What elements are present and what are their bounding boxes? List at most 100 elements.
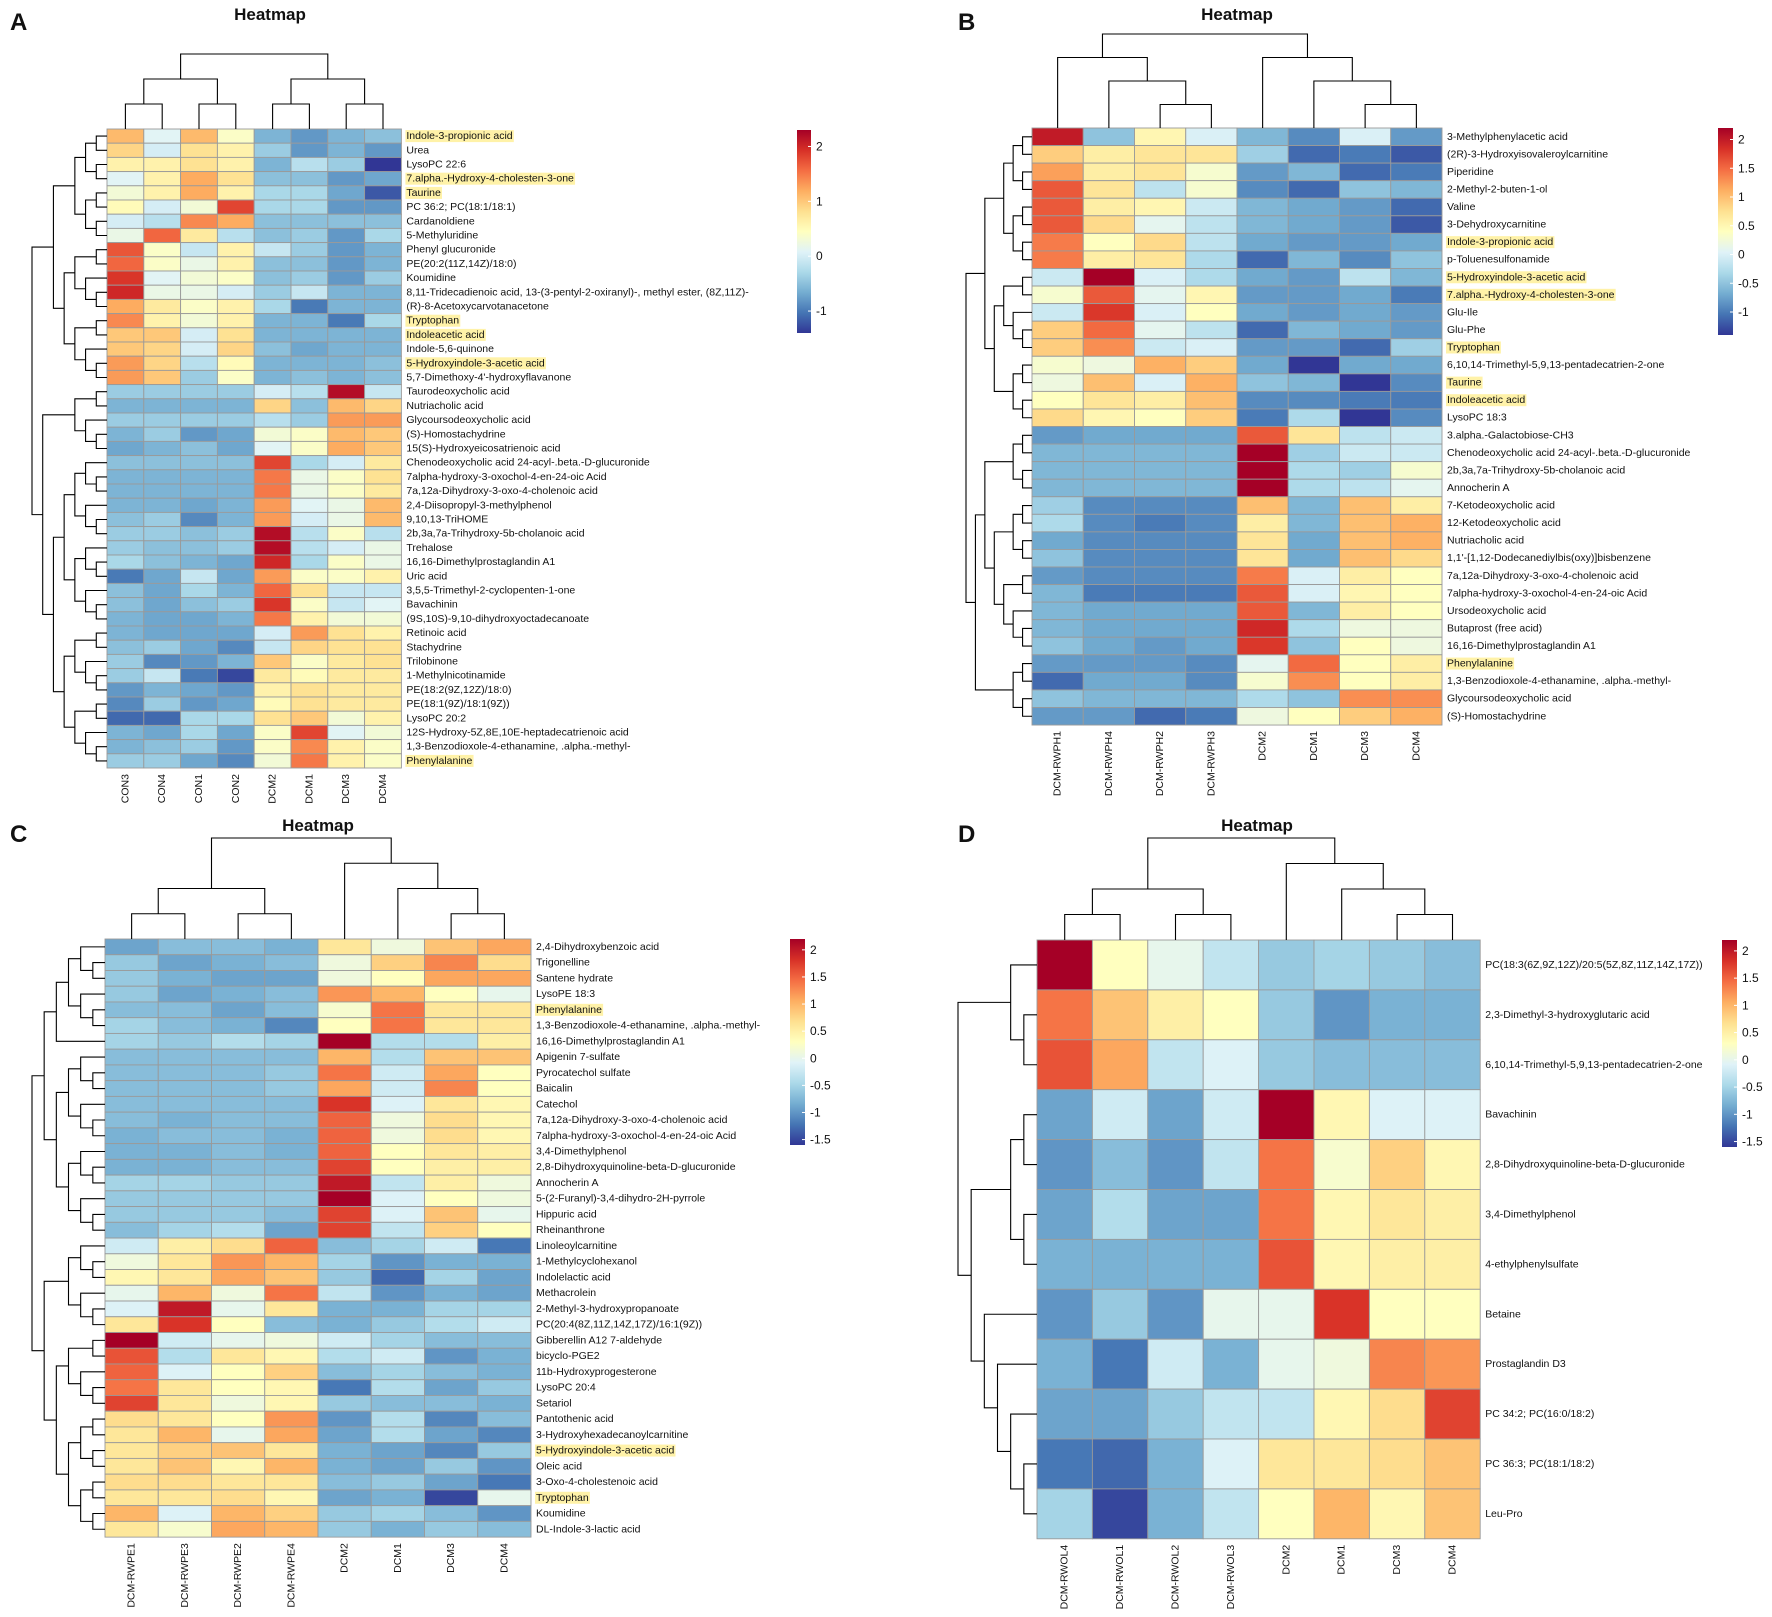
heatmap-cell [264,1347,319,1365]
heatmap-cell [1185,584,1238,603]
row-label: 5-Hydroxyindole-3-acetic acid [1447,271,1585,283]
heatmap-cell [1091,1189,1149,1240]
heatmap-cell [106,298,145,315]
heatmap-cell [1202,1488,1260,1540]
heatmap-cell [180,327,218,343]
heatmap-cell [1339,636,1392,656]
dendrogram-branch [74,156,86,215]
heatmap-cell [364,682,402,698]
heatmap-cell [424,1269,479,1286]
heatmap-cell [290,653,329,670]
heatmap-cell [211,1363,266,1381]
heatmap-cell [211,1332,266,1349]
heatmap-cell [290,355,329,371]
row-dendrogram [31,135,107,762]
heatmap-cell [327,384,366,400]
heatmap-cell [216,440,255,457]
heatmap-cell [104,1143,159,1160]
heatmap-cell [157,1111,212,1129]
heatmap-cell [106,213,145,229]
heatmap-cell [264,1017,319,1034]
heatmap-cell [264,1032,319,1050]
heatmap-cell [1424,1488,1481,1540]
heatmap-cell [253,142,292,158]
heatmap-cell [253,284,292,300]
dendrogram-branch [143,78,218,104]
colorbar-tick-label: 0 [1742,1053,1749,1067]
heatmap-cell [180,398,218,414]
heatmap-cell [477,1284,532,1302]
label-highlight [535,1491,590,1504]
row-label: (R)-8-Acetoxycarvotanacetone [406,301,549,313]
heatmap-cell [253,625,292,641]
column-label: DCM-RWOL1 [1114,1545,1126,1610]
dendrogram-branch [344,862,439,939]
heatmap-cell [364,355,402,371]
dendrogram-branch [92,1512,105,1530]
heatmap-cell [290,554,329,570]
heatmap-cell [370,1206,425,1223]
heatmap-cell [253,171,292,187]
heatmap-cell [364,426,402,442]
column-dendrogram [131,837,505,939]
dendrogram-branch [95,703,107,719]
heatmap-cell [1368,1388,1426,1440]
heatmap-cell [253,227,292,244]
dendrogram-branch [95,518,107,535]
heatmap-cell [106,511,145,528]
heatmap-cell [370,985,425,1003]
dendrogram-branch [1022,171,1032,191]
heatmap-cell [216,256,255,272]
row-label: 3-Hydroxyhexadecanoylcarnitine [536,1429,688,1441]
heatmap-cell [1134,426,1187,445]
heatmap-cell [1287,268,1340,287]
heatmap-cell [424,1520,479,1538]
heatmap-cell [1185,408,1238,427]
heatmap-cell [1390,478,1443,498]
heatmap-cell [1185,285,1238,305]
heatmap-cell [211,1379,266,1396]
heatmap-cell [157,1316,212,1333]
heatmap-cell [424,1253,479,1270]
heatmap-cell [180,653,218,670]
heatmap-cell [1368,1039,1426,1091]
heatmap-cell [106,185,145,201]
dendrogram-branch [63,494,75,581]
heatmap-cell [211,1395,266,1412]
panel-c-title: Heatmap [282,816,354,835]
heatmap-cell [1202,989,1260,1041]
dendrogram-branch [1022,575,1032,594]
heatmap-cell [1424,1139,1481,1190]
heatmap-cell [1368,1338,1426,1390]
heatmap-cell [327,568,366,584]
heatmap-cell [216,156,255,173]
colorbar-tick-label: 0 [810,1051,817,1065]
label-highlight [1446,341,1501,354]
heatmap-cell [211,1143,266,1160]
heatmap-cell [1185,671,1238,691]
heatmap-cell [1339,285,1392,305]
heatmap-cell [1031,671,1084,691]
heatmap-cell [1036,1238,1093,1290]
heatmap-cell [1147,1488,1204,1540]
heatmap-cell [216,739,255,755]
heatmap-cell [1236,689,1289,708]
dendrogram-branch [52,536,65,693]
heatmap-cell [317,1473,372,1491]
row-label: Cardanoldiene [406,215,474,227]
heatmap-cell [327,753,366,769]
heatmap-cell [1390,180,1443,199]
heatmap-cell [1236,619,1289,638]
dendrogram-branch [1147,837,1336,889]
dendrogram-branch [80,1245,105,1271]
row-label: 2,8-Dihydroxyquinoline-beta-D-glucuronid… [1485,1159,1685,1171]
heatmap-cell [157,1284,212,1302]
heatmap-cell [1147,1438,1204,1490]
column-label: DCM3 [1359,731,1371,761]
heatmap-cell [211,1473,266,1491]
heatmap-cell [1202,1288,1260,1340]
heatmap-cell [1339,197,1392,217]
heatmap-cell [211,1127,266,1145]
heatmap-cell [290,568,329,584]
dendrogram-branch [92,962,105,979]
